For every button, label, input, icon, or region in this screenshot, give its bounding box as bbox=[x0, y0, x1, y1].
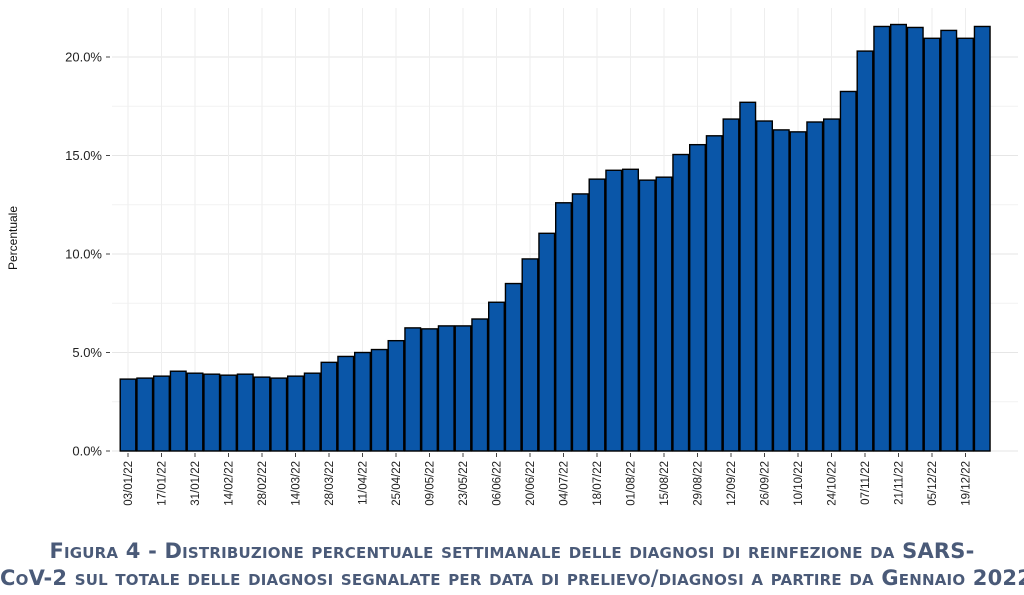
bar bbox=[203, 373, 221, 452]
bar bbox=[421, 328, 439, 452]
x-tick-label: 29/08/22 bbox=[693, 461, 705, 506]
bar bbox=[287, 375, 305, 452]
x-tick-label: 10/10/22 bbox=[793, 461, 805, 506]
bar bbox=[756, 120, 774, 452]
bar bbox=[370, 348, 388, 452]
bar bbox=[354, 351, 372, 452]
bar bbox=[437, 325, 455, 452]
x-tick-label: 01/08/22 bbox=[626, 461, 638, 506]
bar bbox=[806, 121, 824, 452]
x-tick-label: 14/02/22 bbox=[224, 461, 236, 506]
x-tick-label: 17/01/22 bbox=[157, 461, 169, 506]
bar bbox=[270, 377, 288, 452]
bar bbox=[655, 176, 673, 452]
bar bbox=[772, 129, 790, 452]
bar bbox=[538, 232, 556, 452]
y-tick-label: 0.0% bbox=[72, 444, 102, 459]
bar bbox=[890, 23, 908, 452]
bar-chart: 0.0% 5.0% 10.0% 15.0% 20.0% 03/01/22 17/01/22… bbox=[6, 8, 1018, 506]
bar bbox=[873, 25, 891, 452]
x-tick-label: 03/01/22 bbox=[123, 461, 135, 506]
bar bbox=[689, 143, 707, 452]
bar bbox=[839, 90, 857, 452]
bar bbox=[973, 25, 991, 452]
bar bbox=[622, 168, 640, 452]
bar bbox=[823, 118, 841, 452]
bar bbox=[571, 193, 589, 452]
x-tick-label: 19/12/22 bbox=[961, 461, 973, 506]
bar bbox=[454, 325, 472, 452]
x-tick-label: 07/11/22 bbox=[860, 461, 872, 505]
bar bbox=[923, 37, 941, 452]
bar bbox=[219, 374, 237, 452]
bar bbox=[605, 169, 623, 452]
y-axis: 0.0% 5.0% 10.0% 15.0% 20.0% bbox=[65, 50, 110, 459]
x-tick-label: 31/01/22 bbox=[190, 461, 202, 506]
x-tick-label: 26/09/22 bbox=[760, 461, 772, 506]
bar bbox=[387, 339, 405, 452]
bar bbox=[488, 301, 506, 452]
bar bbox=[722, 118, 740, 452]
bar bbox=[303, 372, 321, 452]
bar bbox=[404, 327, 422, 452]
figure-caption-line-2: CoV-2 sul totale delle diagnosi segnalat… bbox=[0, 566, 1024, 590]
bar bbox=[320, 361, 338, 452]
bar bbox=[555, 202, 573, 452]
bar bbox=[504, 282, 522, 452]
bars bbox=[119, 23, 991, 452]
x-tick-label: 24/10/22 bbox=[827, 461, 839, 506]
x-tick-label: 09/05/22 bbox=[425, 461, 437, 506]
bar bbox=[672, 153, 690, 452]
bar bbox=[471, 318, 489, 452]
bar bbox=[236, 373, 254, 452]
x-tick-label: 11/04/22 bbox=[358, 461, 370, 505]
bar bbox=[940, 29, 958, 452]
x-tick-label: 20/06/22 bbox=[525, 461, 537, 506]
bar bbox=[119, 378, 137, 452]
bar bbox=[638, 179, 656, 452]
bar bbox=[136, 377, 154, 452]
y-tick-label: 15.0% bbox=[65, 148, 102, 163]
bar bbox=[337, 355, 355, 452]
bar bbox=[705, 135, 723, 452]
bar bbox=[906, 26, 924, 452]
x-tick-label: 06/06/22 bbox=[492, 461, 504, 506]
x-tick-label: 28/03/22 bbox=[324, 461, 336, 506]
x-tick-label: 04/07/22 bbox=[559, 461, 571, 506]
bar bbox=[957, 37, 975, 452]
x-tick-label: 23/05/22 bbox=[458, 461, 470, 506]
x-axis: 03/01/22 17/01/22 31/01/22 14/02/22 28/02/22… bbox=[123, 453, 973, 506]
x-tick-label: 25/04/22 bbox=[391, 461, 403, 506]
bar bbox=[856, 50, 874, 452]
bar bbox=[186, 372, 204, 452]
bar bbox=[789, 131, 807, 452]
x-tick-label: 28/02/22 bbox=[257, 461, 269, 506]
x-tick-label: 14/03/22 bbox=[291, 461, 303, 506]
bar bbox=[588, 178, 606, 452]
figure-caption-line-1: Figura 4 - Distribuzione percentuale set… bbox=[49, 539, 975, 563]
bar bbox=[521, 258, 539, 452]
y-tick-label: 5.0% bbox=[72, 345, 102, 360]
y-tick-label: 10.0% bbox=[65, 247, 102, 262]
x-tick-label: 12/09/22 bbox=[726, 461, 738, 506]
x-tick-label: 21/11/22 bbox=[894, 461, 906, 505]
x-tick-label: 18/07/22 bbox=[592, 461, 604, 506]
y-tick-label: 20.0% bbox=[65, 50, 102, 65]
bar bbox=[169, 370, 187, 452]
bar bbox=[739, 101, 757, 452]
bar bbox=[253, 376, 271, 452]
x-tick-label: 15/08/22 bbox=[659, 461, 671, 506]
bar bbox=[152, 375, 170, 452]
x-tick-label: 05/12/22 bbox=[927, 461, 939, 506]
y-axis-label: Percentuale bbox=[6, 206, 20, 270]
